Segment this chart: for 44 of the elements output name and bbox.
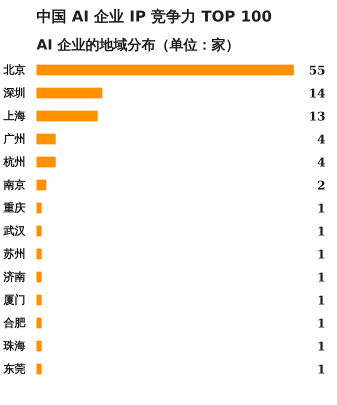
bar [36,340,42,352]
bar [36,272,42,282]
data-label: 2 [317,178,326,192]
bar [36,64,294,76]
bar [36,318,42,328]
data-label: 55 [308,64,326,78]
bar [36,88,102,98]
y-tick-label: 苏州 [2,248,26,260]
bar [36,364,42,374]
data-label: 1 [317,224,326,238]
y-tick-label: 重庆 [2,202,26,214]
bar [36,294,42,306]
bar [36,226,42,236]
data-label: 1 [317,202,326,216]
y-tick-label: 武汉 [2,224,26,238]
chart-title: 中国 AI 企业 IP 竞争力 TOP 100 [36,8,272,26]
data-label: 13 [308,110,326,124]
bar [36,248,42,260]
data-label: 1 [317,294,326,308]
data-label: 1 [317,270,326,284]
data-label: 1 [317,248,326,262]
data-label: 4 [317,156,326,170]
y-tick-label: 东莞 [2,362,26,376]
bar [36,134,56,144]
y-tick-label: 厦门 [2,294,26,306]
bar [36,202,42,214]
y-tick-label: 珠海 [2,340,26,352]
y-tick-label: 上海 [2,110,26,122]
bar [36,110,98,122]
data-label: 1 [317,340,326,354]
y-tick-label: 深圳 [2,86,26,100]
y-tick-label: 杭州 [2,156,26,168]
bar [36,156,56,168]
y-tick-label: 广州 [2,132,26,146]
y-tick-label: 济南 [2,270,26,284]
y-tick-label: 南京 [2,178,26,192]
data-label: 1 [317,362,326,376]
chart-subtitle: AI 企业的地域分布（单位：家） [36,36,240,54]
y-tick-label: 北京 [2,64,26,76]
data-label: 1 [317,316,326,330]
bar [36,180,46,190]
y-tick-label: 合肥 [2,316,26,330]
data-label: 14 [308,86,326,100]
data-label: 4 [317,132,326,146]
